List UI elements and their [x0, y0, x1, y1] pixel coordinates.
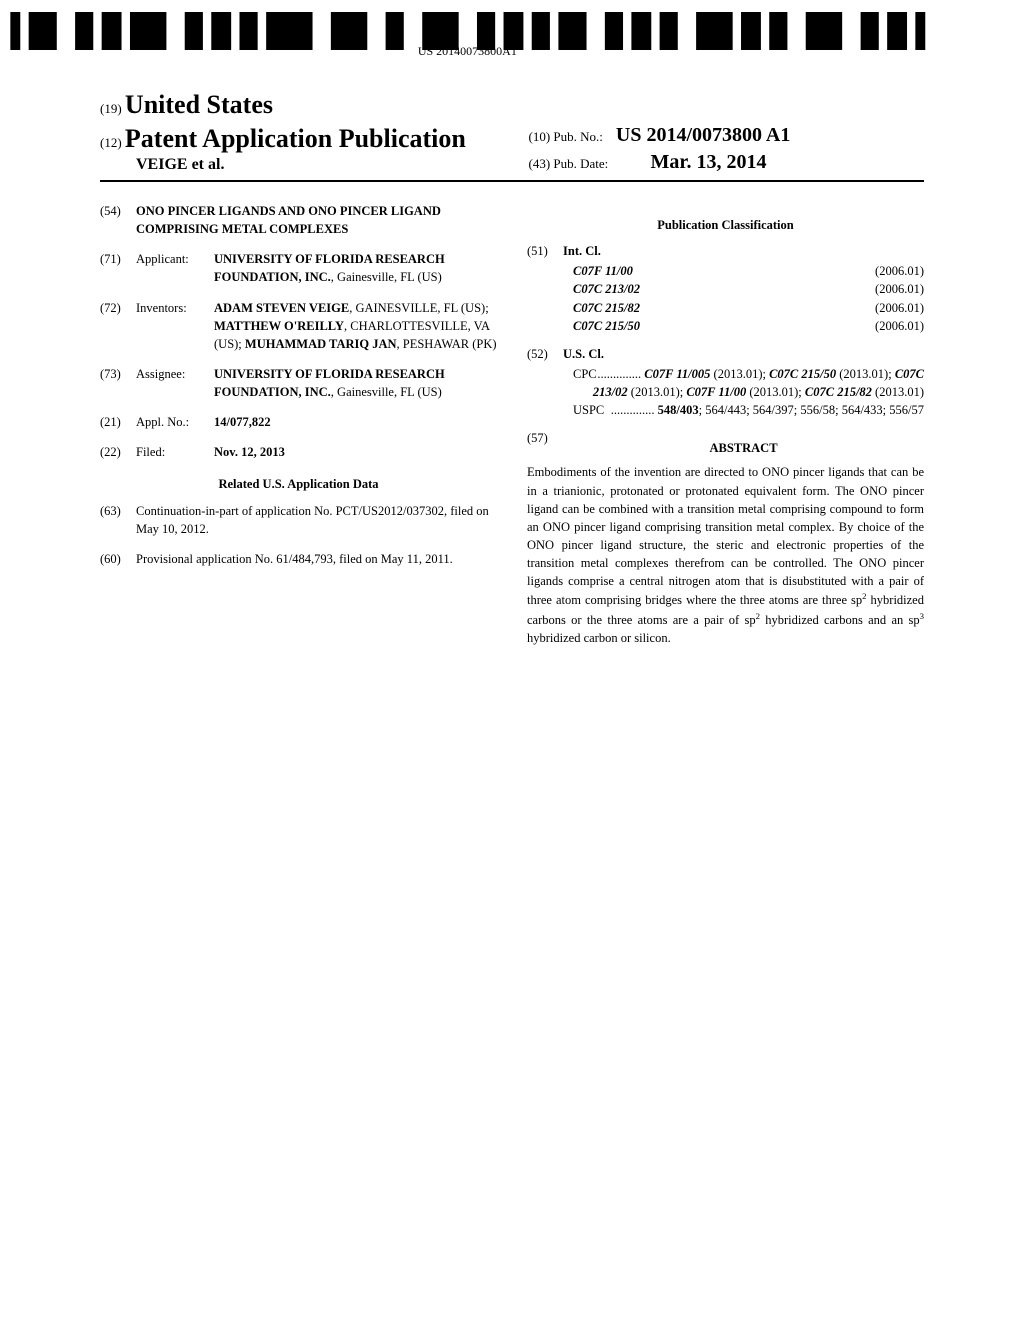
left-column: (54) ONO PINCER LIGANDS AND ONO PINCER L… [100, 202, 497, 647]
document-header: (19) United States (12) Patent Applicati… [100, 90, 924, 182]
intcl-year: (2006.01) [875, 280, 924, 298]
code-73: (73) [100, 365, 136, 401]
inventors-label: Inventors: [136, 299, 214, 353]
provisional-text: Provisional application No. 61/484,793, … [136, 550, 497, 568]
filed-label: Filed: [136, 443, 214, 461]
title-field: (54) ONO PINCER LIGANDS AND ONO PINCER L… [100, 202, 497, 238]
classification-heading: Publication Classification [527, 216, 924, 234]
uspc-dots [611, 403, 658, 417]
cpc-dots [597, 367, 644, 381]
pubdate-label: Pub. Date: [553, 156, 608, 171]
continuation-field: (63) Continuation-in-part of application… [100, 502, 497, 538]
barcode-block: ▌█▌▐▌█▐█▌▐▌█▐▌██▌▐█▌▐▌▐█▌▐▌█▐▌█▌▐▌█▐▌▐█▌… [11, 20, 924, 59]
intcl-year: (2006.01) [875, 262, 924, 280]
publication-number: US 2014/0073800 A1 [616, 124, 790, 146]
header-right: (10) Pub. No.: US 2014/0073800 A1 (43) P… [528, 124, 924, 174]
intcl-year: (2006.01) [875, 317, 924, 335]
uspc-lead: USPC [573, 401, 604, 419]
intcl-row: C07C 213/02 (2006.01) [563, 280, 924, 298]
assignee-loc: , Gainesville, FL (US) [331, 385, 442, 399]
country-name: United States [125, 90, 273, 119]
assignee-field: (73) Assignee: UNIVERSITY OF FLORIDA RES… [100, 365, 497, 401]
code-19: (19) [100, 101, 122, 116]
provisional-field: (60) Provisional application No. 61/484,… [100, 550, 497, 568]
assignee-label: Assignee: [136, 365, 214, 401]
uspc-block: USPC 548/403; 564/443; 564/397; 556/58; … [563, 401, 924, 419]
intcl-code: C07C 213/02 [573, 280, 640, 298]
applicant-label: Applicant: [136, 250, 214, 286]
applicant-field: (71) Applicant: UNIVERSITY OF FLORIDA RE… [100, 250, 497, 286]
code-21: (21) [100, 413, 136, 431]
intcl-code: C07F 11/00 [573, 262, 633, 280]
code-51: (51) [527, 242, 563, 260]
uscl-field: (52) U.S. Cl. [527, 345, 924, 363]
intcl-row: C07F 11/00 (2006.01) [563, 262, 924, 280]
uscl-block: CPC C07F 11/005 (2013.01); C07C 215/50 (… [563, 365, 924, 419]
applno-field: (21) Appl. No.: 14/077,822 [100, 413, 497, 431]
intcl-row: C07C 215/82 (2006.01) [563, 299, 924, 317]
related-heading: Related U.S. Application Data [100, 475, 497, 493]
publication-date: Mar. 13, 2014 [651, 151, 767, 173]
uscl-label: U.S. Cl. [563, 345, 924, 363]
intcl-field: (51) Int. Cl. [527, 242, 924, 260]
code-72: (72) [100, 299, 136, 353]
pubno-label: Pub. No.: [553, 129, 602, 144]
header-inventor-line: VEIGE et al. [100, 156, 512, 174]
code-10: (10) [528, 129, 550, 144]
intcl-year: (2006.01) [875, 299, 924, 317]
invention-title: ONO PINCER LIGANDS AND ONO PINCER LIGAND… [136, 202, 497, 238]
code-71: (71) [100, 250, 136, 286]
abstract-field: (57) ABSTRACT [527, 429, 924, 463]
applno-label: Appl. No.: [136, 413, 214, 431]
cpc-block: CPC C07F 11/005 (2013.01); C07C 215/50 (… [563, 365, 924, 401]
filed-field: (22) Filed: Nov. 12, 2013 [100, 443, 497, 461]
intcl-code: C07C 215/50 [573, 317, 640, 335]
continuation-text: Continuation-in-part of application No. … [136, 502, 497, 538]
intcl-list: C07F 11/00 (2006.01) C07C 213/02 (2006.0… [563, 262, 924, 335]
publication-type: Patent Application Publication [125, 124, 466, 153]
code-60: (60) [100, 550, 136, 568]
inventors-field: (72) Inventors: ADAM STEVEN VEIGE, GAINE… [100, 299, 497, 353]
appl-number: 14/077,822 [214, 413, 497, 431]
code-54: (54) [100, 202, 136, 238]
applicant-loc: , Gainesville, FL (US) [331, 270, 442, 284]
barcode-graphic: ▌█▌▐▌█▐█▌▐▌█▐▌██▌▐█▌▐▌▐█▌▐▌█▐▌█▌▐▌█▐▌▐█▌… [11, 20, 924, 42]
code-63: (63) [100, 502, 136, 538]
abstract-heading: ABSTRACT [563, 439, 924, 457]
intcl-row: C07C 215/50 (2006.01) [563, 317, 924, 335]
code-22: (22) [100, 443, 136, 461]
code-43: (43) [528, 156, 550, 171]
header-left: (19) United States (12) Patent Applicati… [100, 90, 512, 174]
intcl-code: C07C 215/82 [573, 299, 640, 317]
right-column: Publication Classification (51) Int. Cl.… [527, 202, 924, 647]
code-57: (57) [527, 429, 563, 463]
code-52: (52) [527, 345, 563, 363]
inventors-list: ADAM STEVEN VEIGE, GAINESVILLE, FL (US);… [214, 299, 497, 353]
body-columns: (54) ONO PINCER LIGANDS AND ONO PINCER L… [100, 202, 924, 647]
intcl-label: Int. Cl. [563, 242, 924, 260]
code-12: (12) [100, 135, 122, 150]
cpc-lead: CPC [573, 365, 597, 383]
abstract-text: Embodiments of the invention are directe… [527, 463, 924, 647]
filed-date: Nov. 12, 2013 [214, 443, 497, 461]
